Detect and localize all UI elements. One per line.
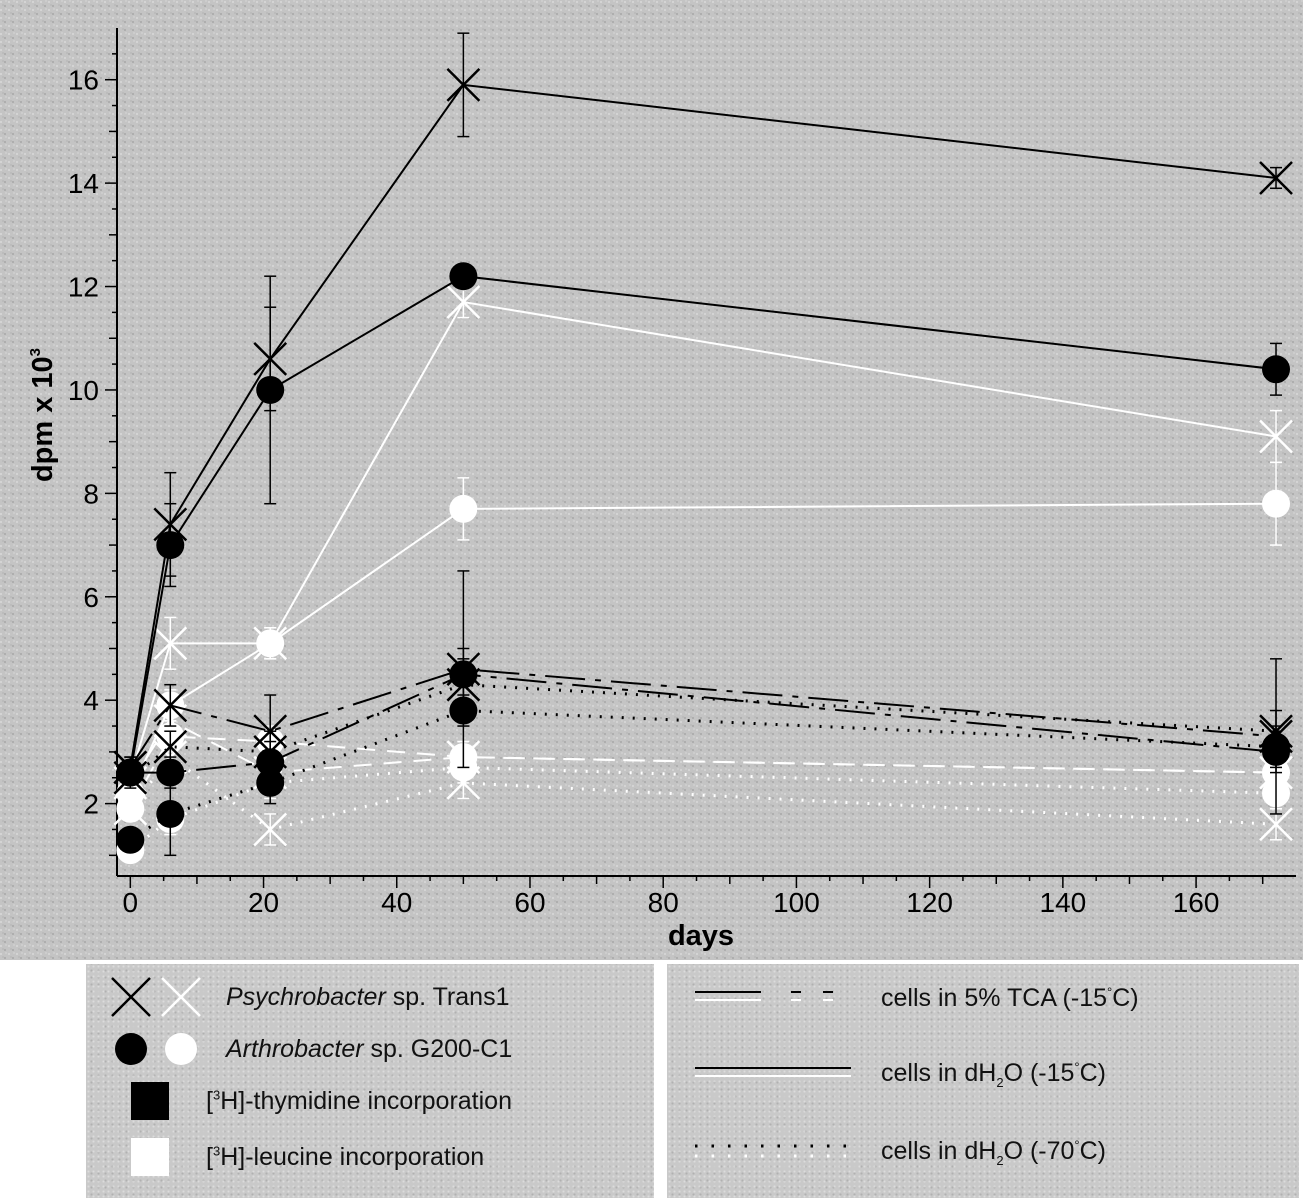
data-point bbox=[253, 812, 288, 847]
x-tick-label: 80 bbox=[648, 887, 679, 918]
data-point bbox=[1259, 161, 1293, 195]
data-point bbox=[253, 735, 288, 769]
legend-label-leucine: [3H]-leucine incorporation bbox=[206, 1142, 485, 1171]
x-tick-label: 0 bbox=[123, 887, 139, 918]
legend-item-leucine: [3H]-leucine incorporation bbox=[131, 1138, 484, 1176]
data-point bbox=[156, 531, 185, 560]
y-tick-label: 2 bbox=[83, 789, 99, 820]
legend-label-dh2o-15: cells in dH2O (-15°C) bbox=[881, 1058, 1107, 1090]
legend-item-thymidine: [3H]-thymidine incorporation bbox=[131, 1082, 512, 1120]
legend-item-dh2o-15: cells in dH2O (-15°C) bbox=[691, 1054, 1106, 1094]
data-point bbox=[446, 67, 481, 102]
dashdot-line-icon bbox=[695, 991, 833, 1001]
plot-background bbox=[0, 0, 1303, 960]
legend-label-tca: cells in 5% TCA (-15°C) bbox=[881, 983, 1139, 1012]
x-tick-label: 140 bbox=[1040, 887, 1087, 918]
y-axis-label-base: dpm x 10 bbox=[27, 356, 59, 482]
y-tick-label: 12 bbox=[68, 272, 99, 303]
x-tick-label: 40 bbox=[381, 887, 412, 918]
y-axis-label: dpm x 103 bbox=[27, 348, 59, 482]
data-point bbox=[153, 729, 188, 764]
x-tick-label: 160 bbox=[1173, 887, 1220, 918]
x-tick-label: 120 bbox=[906, 887, 953, 918]
data-point bbox=[449, 262, 478, 291]
legend-organisms: Psychrobacter sp. Trans1 Arthrobacter sp… bbox=[86, 964, 654, 1198]
data-point bbox=[156, 799, 185, 828]
y-tick-label: 6 bbox=[83, 582, 99, 613]
data-point bbox=[449, 696, 478, 725]
data-point bbox=[1259, 807, 1293, 842]
dotted-line-icon bbox=[695, 1144, 851, 1158]
series-8 bbox=[116, 694, 1291, 857]
y-tick-label: 14 bbox=[68, 168, 99, 199]
legend-item-dh2o-70: cells in dH2O (-70°C) bbox=[691, 1132, 1106, 1172]
data-point bbox=[1259, 419, 1293, 454]
x-axis-label: days bbox=[668, 920, 734, 952]
data-point bbox=[113, 791, 148, 826]
x-tick-label: 100 bbox=[773, 887, 820, 918]
data-point bbox=[1262, 732, 1291, 761]
y-tick-label: 8 bbox=[83, 478, 99, 509]
data-point bbox=[446, 667, 481, 702]
y-tick-label: 4 bbox=[83, 685, 99, 716]
data-point bbox=[113, 760, 148, 795]
legend-label-psychrobacter: Psychrobacter sp. Trans1 bbox=[226, 982, 510, 1011]
data-point bbox=[256, 629, 285, 658]
series-line bbox=[129, 765, 1277, 852]
data-point bbox=[1262, 355, 1291, 384]
legend-label-arthrobacter: Arthrobacter sp. G200-C1 bbox=[226, 1034, 513, 1063]
legend-label-dh2o-70: cells in dH2O (-70°C) bbox=[881, 1136, 1107, 1168]
series-line bbox=[129, 683, 1277, 779]
legend-item-psychrobacter: Psychrobacter sp. Trans1 bbox=[104, 974, 509, 1020]
legend-label-thymidine: [3H]-thymidine incorporation bbox=[206, 1086, 512, 1115]
data-point bbox=[446, 285, 481, 319]
x-marker-pair-icon bbox=[111, 977, 201, 1017]
data-point bbox=[256, 375, 285, 404]
data-point bbox=[1262, 489, 1291, 518]
x-tick-label: 20 bbox=[248, 887, 279, 918]
data-point bbox=[153, 688, 188, 723]
data-point bbox=[116, 825, 145, 854]
y-axis-label-exp: 3 bbox=[27, 348, 44, 356]
data-point bbox=[256, 768, 285, 797]
legend-conditions: cells in 5% TCA (-15°C) cells in dH2O (-… bbox=[667, 964, 1299, 1198]
circle-marker-pair-icon bbox=[115, 1033, 197, 1065]
legend-item-arthrobacter: Arthrobacter sp. G200-C1 bbox=[104, 1026, 512, 1072]
y-tick-label: 10 bbox=[68, 375, 99, 406]
series-layer bbox=[113, 32, 1293, 865]
x-tick-label: 60 bbox=[514, 887, 545, 918]
legend-item-tca: cells in 5% TCA (-15°C) bbox=[691, 978, 1139, 1018]
data-point bbox=[153, 626, 188, 661]
y-tick-label: 16 bbox=[68, 65, 99, 96]
solid-line-icon bbox=[695, 1067, 851, 1077]
white-square-icon bbox=[131, 1138, 169, 1176]
black-square-icon bbox=[131, 1082, 169, 1120]
data-point bbox=[449, 494, 478, 523]
